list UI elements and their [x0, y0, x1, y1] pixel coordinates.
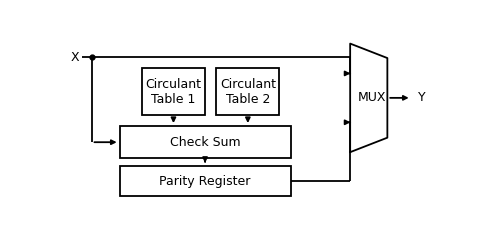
Text: MUX: MUX [358, 91, 387, 104]
Text: Circulant
Table 2: Circulant Table 2 [220, 78, 276, 106]
Bar [142, 68, 205, 115]
Bar [216, 68, 279, 115]
Text: Y: Y [418, 91, 426, 104]
Text: X: X [71, 51, 79, 64]
Text: Parity Register: Parity Register [159, 175, 251, 188]
Bar [120, 166, 290, 196]
Bar [120, 126, 290, 158]
Text: Circulant
Table 1: Circulant Table 1 [145, 78, 202, 106]
Text: Check Sum: Check Sum [170, 136, 240, 149]
